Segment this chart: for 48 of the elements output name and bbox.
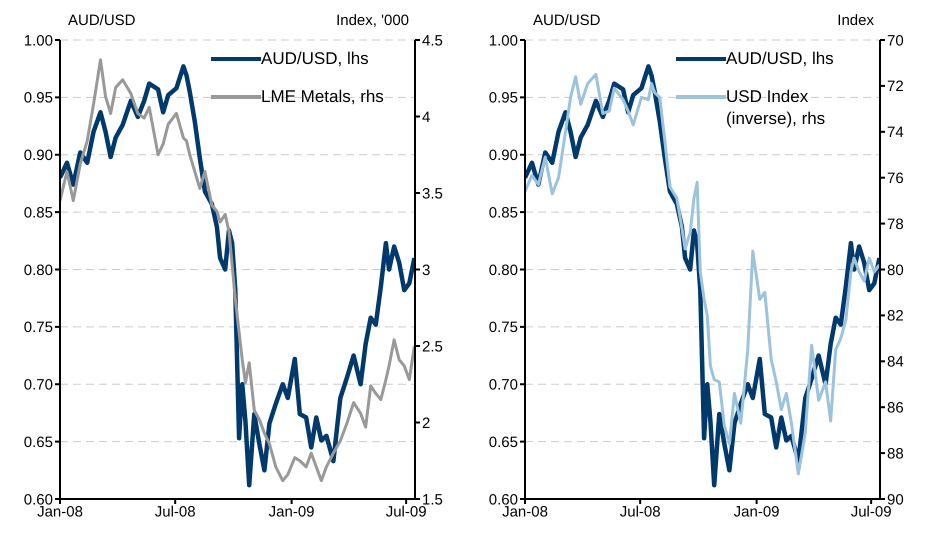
y2-tick-label: 72	[887, 78, 904, 96]
y2-tick-label: 80	[887, 262, 904, 279]
y2-tick-label: 82	[887, 308, 904, 325]
y2-tick-label: 2	[422, 414, 430, 432]
y2-tick-label: 4.5	[422, 32, 443, 50]
y-tick-label: 0.75	[24, 319, 53, 336]
y-axis-title: AUD/USD	[533, 12, 601, 29]
y2-tick-label: 76	[887, 170, 904, 188]
x-tick-label: Jan-09	[734, 504, 780, 521]
x-tick-label: Jul-08	[620, 504, 661, 521]
y-tick-label: 0.65	[488, 434, 518, 451]
y2-tick-label: 86	[887, 400, 904, 417]
y-tick-label: 0.70	[24, 376, 53, 394]
y2-tick-label: 2.5	[422, 338, 443, 356]
x-tick-label: Jan-08	[37, 504, 83, 521]
x-tick-label: Jul-09	[850, 504, 892, 521]
y-tick-label: 0.80	[488, 262, 518, 279]
y-tick-label: 1.00	[488, 32, 518, 50]
x-tick-label: Jul-09	[386, 504, 427, 521]
y2-tick-label: 84	[887, 354, 904, 371]
y-tick-label: 0.95	[24, 90, 53, 107]
y-tick-label: 0.90	[24, 147, 53, 164]
y2-axis-title: Index	[837, 12, 874, 29]
y-axis-title: AUD/USD	[68, 12, 136, 29]
y-tick-label: 0.90	[488, 147, 518, 164]
y2-tick-label: 4	[422, 108, 430, 126]
y-tick-label: 0.95	[488, 90, 518, 107]
y2-tick-label: 3.5	[422, 185, 443, 202]
legend-label: USD Index (inverse), rhs	[726, 86, 826, 130]
y-tick-label: 0.85	[488, 204, 518, 222]
x-tick-label: Jul-08	[154, 504, 196, 521]
y-tick-label: 0.85	[24, 204, 53, 222]
y2-tick-label: 70	[887, 32, 904, 50]
y2-tick-label: 88	[887, 445, 904, 462]
legend-label: AUD/USD, lhs	[261, 48, 370, 70]
x-tick-label: Jan-09	[268, 504, 315, 521]
y-tick-label: 0.65	[24, 434, 53, 451]
x-tick-label: Jan-08	[502, 504, 548, 521]
y-tick-label: 0.80	[24, 262, 53, 279]
y2-tick-label: 74	[887, 124, 904, 142]
legend-label: AUD/USD, lhs	[726, 48, 835, 70]
y2-tick-label: 3	[422, 262, 430, 279]
y-tick-label: 0.70	[488, 376, 518, 394]
legend-label: LME Metals, rhs	[261, 86, 385, 108]
y2-axis-title: Index, '000	[336, 12, 409, 29]
y2-tick-label: 78	[887, 216, 904, 233]
y-tick-label: 0.75	[488, 319, 518, 336]
y-tick-label: 1.00	[24, 32, 53, 50]
